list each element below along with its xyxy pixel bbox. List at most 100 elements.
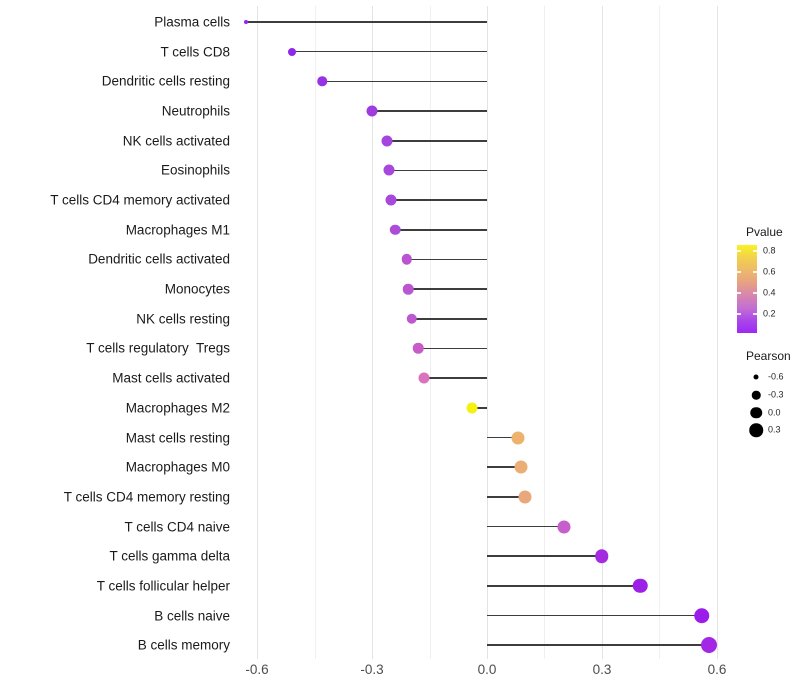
y-axis-label: Dendritic cells activated	[88, 251, 230, 267]
lollipop-dot	[511, 431, 525, 445]
lollipop-dot	[412, 343, 424, 354]
y-axis-label: Macrophages M1	[125, 222, 230, 237]
lollipop-stem	[391, 199, 487, 201]
lollipop-stem	[291, 50, 487, 53]
lollipop-stem	[487, 436, 518, 439]
minor-gridline	[314, 6, 316, 659]
y-axis-label: T cells gamma delta	[109, 548, 230, 564]
lollipop-dot	[466, 402, 478, 414]
lollipop-stem	[406, 258, 487, 261]
major-gridline	[601, 6, 603, 659]
pearson-size-key	[749, 423, 763, 437]
pvalue-tick-label: 0.6	[763, 266, 776, 277]
lollipop-dot	[287, 47, 296, 56]
lollipop-dot	[317, 76, 327, 87]
lollipop-stem	[411, 318, 487, 320]
y-axis-label: Macrophages M2	[125, 400, 230, 416]
lollipop-stem	[423, 377, 487, 379]
lollipop-stem	[487, 466, 522, 468]
y-axis-label: NK cells activated	[122, 132, 230, 148]
y-axis-label: Eosinophils	[160, 162, 230, 178]
lollipop-dot	[383, 164, 395, 176]
y-axis-label: Neutrophils	[161, 103, 230, 119]
y-axis-label: B cells naive	[154, 607, 230, 623]
lollipop-dot	[403, 283, 414, 295]
lollipop-stem	[487, 496, 526, 498]
pearson-size-key	[751, 390, 761, 400]
major-gridline	[257, 6, 259, 659]
lollipop-stem	[322, 80, 487, 83]
lollipop-stem	[418, 347, 487, 350]
lollipop-dot	[595, 549, 609, 563]
y-axis-label: Dendritic cells resting	[101, 73, 230, 89]
lollipop-dot	[381, 135, 393, 147]
y-axis-label: T cells regulatory Tregs	[86, 340, 230, 356]
lollipop-dot	[557, 520, 571, 534]
y-axis-label: Macrophages M0	[125, 459, 230, 475]
lollipop-stem	[487, 555, 602, 558]
lollipop-dot	[701, 637, 718, 654]
y-axis-label: T cells CD4 memory resting	[63, 489, 230, 505]
pearson-size-key	[750, 406, 762, 419]
lollipop-stem	[372, 110, 487, 112]
lollipop-stem	[395, 228, 487, 231]
pvalue-tick-label: 0.4	[763, 287, 776, 298]
major-gridline	[372, 6, 373, 659]
x-tick-label: 0.0	[477, 662, 497, 677]
y-axis-label: Plasma cells	[154, 14, 230, 30]
y-axis-label: T cells CD8	[160, 43, 230, 59]
pvalue-tick-mark	[737, 292, 741, 294]
lollipop-stem	[487, 644, 710, 647]
lollipop-dot	[693, 607, 710, 624]
pearson-size-key	[753, 374, 759, 380]
y-axis-label: Mast cells resting	[125, 429, 230, 445]
pvalue-tick-label: 0.8	[763, 245, 776, 256]
y-axis-label: T cells CD4 naive	[124, 518, 230, 534]
lollipop-stem	[487, 585, 641, 587]
y-axis-label: Monocytes	[164, 281, 230, 297]
pvalue-legend-title: Pvalue	[746, 225, 783, 239]
lollipop-stem	[487, 525, 564, 528]
minor-gridline	[429, 6, 431, 659]
pvalue-tick-mark	[753, 250, 757, 252]
lollipop-dot	[401, 254, 412, 265]
y-axis-label: T cells follicular helper	[96, 578, 230, 594]
lollipop-stem	[471, 407, 487, 409]
pearson-size-label: 0.0	[768, 407, 781, 417]
lollipop-dot	[514, 460, 528, 474]
x-tick-label: 0.3	[592, 662, 612, 677]
lollipop-dot	[366, 105, 378, 117]
pvalue-tick-mark	[737, 313, 741, 315]
lollipop-stem	[487, 614, 702, 617]
y-axis-label: B cells memory	[137, 637, 230, 653]
lollipop-dot	[518, 490, 532, 504]
lollipop-dot	[389, 224, 401, 235]
lollipop-stem	[245, 21, 487, 23]
y-axis-label: NK cells resting	[136, 311, 230, 327]
lollipop-dot	[406, 313, 418, 325]
lollipop-dot	[243, 20, 248, 24]
major-gridline	[487, 6, 488, 659]
lollipop-dot	[385, 194, 397, 206]
y-axis-label: T cells CD4 memory activated	[50, 192, 230, 208]
pearson-legend-title: Pearson	[746, 349, 791, 363]
lollipop-dot	[633, 578, 648, 594]
major-gridline	[716, 6, 718, 659]
lollipop-dot	[418, 372, 430, 384]
minor-gridline	[544, 6, 546, 659]
pearson-size-label: -0.3	[768, 389, 784, 400]
pearson-size-label: -0.6	[768, 371, 784, 382]
pvalue-tick-label: 0.2	[763, 308, 776, 319]
pvalue-colorbar	[737, 245, 757, 333]
x-tick-label: -0.3	[360, 662, 384, 677]
lollipop-stem	[389, 169, 487, 172]
lollipop-stem	[387, 139, 487, 142]
x-tick-label: 0.6	[707, 662, 727, 677]
lollipop-stem	[408, 288, 487, 290]
pvalue-tick-mark	[737, 250, 741, 252]
pearson-size-label: 0.3	[768, 424, 781, 435]
pvalue-tick-mark	[753, 271, 757, 273]
pvalue-tick-mark	[737, 271, 741, 273]
y-axis-label: Mast cells activated	[112, 370, 230, 386]
